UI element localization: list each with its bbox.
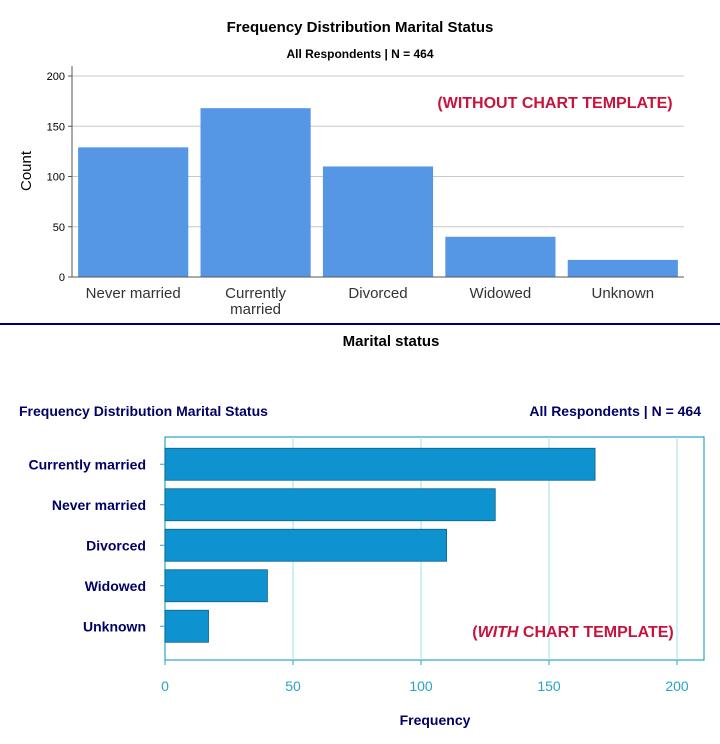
top-bar (200, 108, 311, 277)
bottom-chart: Frequency Distribution Marital Status Al… (19, 403, 705, 728)
bottom-category-label: Currently married (29, 456, 146, 472)
bottom-bar (164, 488, 496, 522)
bottom-chart-subtitle: All Respondents | N = 464 (529, 403, 701, 419)
bottom-x-tick-label: 100 (409, 678, 433, 694)
top-chart-subtitle: All Respondents | N = 464 (286, 47, 433, 61)
top-y-tick-label: 100 (47, 172, 65, 184)
top-y-tick-label: 150 (47, 121, 65, 133)
top-x-axis-label: Marital status (343, 333, 440, 350)
bottom-category-label: Unknown (83, 618, 146, 634)
bottom-category-label: Never married (52, 497, 146, 513)
bottom-bar (164, 609, 209, 643)
bottom-x-tick-label: 0 (161, 678, 169, 694)
bottom-bar (164, 447, 596, 481)
bottom-x-axis-label: Frequency (400, 712, 471, 728)
bottom-category-label: Widowed (85, 578, 146, 594)
top-bar (322, 166, 434, 277)
bottom-bar (164, 528, 448, 562)
bottom-x-tick-label: 50 (285, 678, 301, 694)
bottom-chart-title: Frequency Distribution Marital Status (19, 403, 268, 419)
bottom-bar (164, 569, 268, 603)
top-y-tick-label: 0 (59, 272, 65, 284)
top-chart-title: Frequency Distribution Marital Status (227, 19, 494, 36)
top-chart-annotation: (WITHOUT CHART TEMPLATE) (437, 95, 672, 112)
top-x-tick-label: Currently (225, 285, 286, 302)
top-bar (567, 259, 678, 277)
top-x-tick-label: Divorced (348, 285, 407, 302)
bottom-x-tick-label: 200 (665, 678, 689, 694)
top-x-tick-label: Widowed (470, 285, 532, 302)
top-y-tick-label: 50 (53, 222, 65, 234)
top-y-axis-label: Count (18, 150, 35, 191)
bottom-bars (164, 447, 596, 643)
top-bar (78, 147, 189, 277)
top-chart: Frequency Distribution Marital Status Al… (0, 19, 720, 350)
top-bar (445, 236, 556, 277)
top-y-tick-label: 200 (47, 71, 65, 83)
top-bars (78, 108, 678, 277)
bottom-category-labels: Currently married Never married Divorced Wi… (29, 456, 165, 634)
top-y-tick-labels: 0 50 100 150 200 (47, 71, 72, 284)
top-x-tick-label: Never married (86, 285, 181, 302)
top-x-tick-label: Unknown (592, 285, 655, 302)
bottom-x-tick-labels: 0 50 100 150 200 (161, 660, 689, 694)
bottom-category-label: Divorced (86, 537, 146, 553)
bottom-chart-annotation: (WITH CHART TEMPLATE) (472, 624, 673, 641)
bottom-x-tick-label: 150 (537, 678, 561, 694)
top-x-tick-label: married (230, 301, 281, 318)
